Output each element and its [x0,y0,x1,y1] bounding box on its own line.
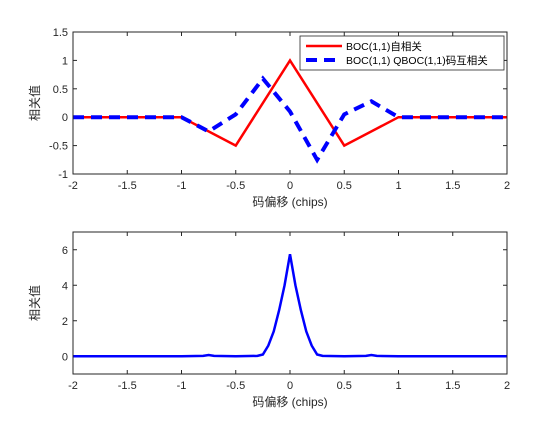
chart1-legend-box [299,35,505,71]
chart1-y-axis-label: 相关值 [27,85,42,121]
chart2-y-axis-label: 相关值 [27,285,42,321]
chart1-x-tick-label: -1.5 [118,180,137,192]
chart1-x-tick-label: 2 [504,180,510,192]
chart2-x-axis-label: 码偏移 (chips) [252,394,327,409]
chart1-x-tick-label: -2 [68,180,78,192]
chart2-axes-box [72,231,508,375]
chart2-x-tick-label: 0 [287,380,293,392]
chart2-x-tick-label: -0.5 [226,380,245,392]
chart2-y-tick-label: 0 [62,351,68,363]
chart2-x-tick-label: -1.5 [118,380,137,392]
chart2-x-tick-label: 0.5 [337,380,352,392]
chart2-x-tick-label: 1 [395,380,401,392]
chart1-legend-label-2: BOC(1,1) QBOC(1,1)码互相关 [346,54,488,67]
chart1-y-tick-label: 0 [62,112,68,124]
chart1-y-tick-label: 1.5 [53,27,68,39]
chart1-y-tick-label: 1 [62,55,68,67]
chart2-x-tick-label: 2 [504,380,510,392]
chart1-x-tick-label: 1 [395,180,401,192]
chart2-x-tick-label: -2 [68,380,78,392]
chart1-x-tick-label: -0.5 [226,180,245,192]
chart1-x-axis-label: 码偏移 (chips) [252,194,327,209]
chart1-x-tick-label: 0 [287,180,293,192]
chart2-y-tick-label: 2 [62,316,68,328]
chart2-y-tick-label: 6 [62,245,68,257]
chart2-plot-area [73,232,507,374]
chart2-series-1-line [73,253,507,358]
chart1-y-tick-label: -1 [58,169,68,181]
chart2-y-tick-label: 4 [62,280,68,292]
chart1-x-tick-label: 0.5 [337,180,352,192]
chart1-y-tick-label: -0.5 [49,141,68,153]
chart1-x-tick-label: -1 [177,180,187,192]
chart2-x-tick-label: -1 [177,380,187,392]
chart2-x-tick-label: 1.5 [445,380,460,392]
chart1-x-tick-label: 1.5 [445,180,460,192]
chart1-y-tick-label: 0.5 [53,84,68,96]
chart1-legend-label-1: BOC(1,1)自相关 [346,40,422,53]
chart1-series-2-line [73,75,507,164]
chart1-axes-box [72,31,508,175]
